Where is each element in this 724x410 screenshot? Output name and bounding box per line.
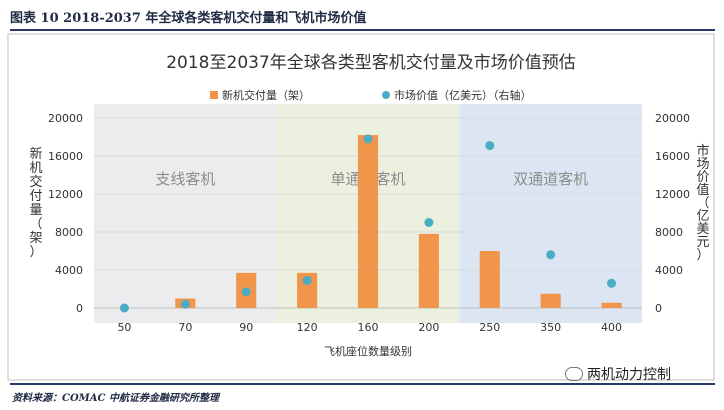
- watermark: 两机动力控制: [565, 364, 671, 384]
- x-tick-70: 70: [178, 321, 192, 334]
- y-tick-left-16000: 16000: [48, 150, 83, 163]
- axis-label-char: ）: [29, 245, 42, 260]
- legend-bar-label: 新机交付量（架）: [222, 88, 310, 102]
- bar-250: [479, 251, 500, 308]
- axis-label-char: （: [696, 196, 709, 211]
- wechat-icon: [565, 367, 583, 381]
- region-label-1: 支线客机: [155, 170, 215, 188]
- y-tick-left-12000: 12000: [48, 188, 83, 201]
- axis-label-char: 付: [29, 189, 42, 204]
- y-tick-right-12000: 12000: [655, 188, 690, 201]
- x-tick-400: 400: [601, 321, 622, 334]
- x-tick-120: 120: [297, 321, 318, 334]
- point-400: [607, 278, 617, 288]
- legend-point-label: 市场价值（亿美元）（右轴）: [394, 88, 532, 102]
- axis-label-char: （: [29, 217, 42, 232]
- bottom-rule: [10, 383, 715, 385]
- bar-400: [601, 302, 622, 308]
- y-tick-right-8000: 8000: [655, 226, 683, 239]
- axis-label-char: 市: [696, 143, 709, 159]
- chart-title: 2018至2037年全球各类型客机交付量及市场价值预估: [166, 53, 576, 73]
- y-tick-left-0: 0: [76, 302, 83, 315]
- x-tick-250: 250: [479, 321, 500, 334]
- legend: 新机交付量（架） 市场价值（亿美元）（右轴）: [210, 88, 532, 102]
- axis-label-char: 元: [696, 235, 709, 250]
- y-tick-left-4000: 4000: [55, 264, 83, 277]
- axis-label-char: 交: [29, 174, 42, 190]
- legend-bar-swatch: [210, 91, 218, 99]
- axis-label-char: 架: [29, 231, 42, 246]
- axis-label-char: 价: [696, 170, 709, 185]
- bar-350: [540, 293, 561, 308]
- watermark-text: 两机动力控制: [587, 367, 671, 383]
- axis-label-char: 新: [29, 146, 42, 162]
- axis-label-char: 量: [29, 203, 42, 218]
- bar-200: [418, 233, 439, 308]
- axis-label-char: 亿: [696, 209, 709, 224]
- x-tick-90: 90: [239, 321, 253, 334]
- region-label-3: 双通道客机: [513, 170, 588, 188]
- y-tick-right-16000: 16000: [655, 150, 690, 163]
- y-tick-right-0: 0: [655, 302, 662, 315]
- y-axis-label-left: 新机交付量（架）: [29, 146, 42, 260]
- axis-label-char: 美: [696, 222, 709, 237]
- y-tick-left-8000: 8000: [55, 226, 83, 239]
- axis-label-char: ）: [696, 248, 709, 263]
- point-120: [302, 275, 312, 285]
- x-axis-label: 飞机座位数量级别: [324, 344, 412, 358]
- point-250: [485, 141, 495, 151]
- y-tick-right-20000: 20000: [655, 112, 690, 125]
- x-tick-160: 160: [358, 321, 379, 334]
- point-90: [241, 287, 251, 297]
- x-tick-350: 350: [540, 321, 561, 334]
- bar-120: [297, 272, 318, 308]
- y-axis-label-right: 市场价值（亿美元）: [696, 143, 709, 263]
- point-200: [424, 218, 434, 227]
- x-tick-50: 50: [117, 321, 131, 334]
- point-70: [180, 299, 190, 309]
- point-350: [546, 250, 556, 260]
- y-tick-left-20000: 20000: [48, 112, 83, 125]
- axis-label-char: 场: [696, 157, 709, 172]
- x-tick-200: 200: [418, 321, 439, 334]
- axis-label-char: 机: [29, 161, 42, 176]
- figure-caption: 图表 10 2018-2037 年全球各类客机交付量和飞机市场价值: [10, 11, 367, 26]
- point-50: [119, 303, 129, 313]
- top-rule: [10, 29, 715, 31]
- y-tick-right-4000: 4000: [655, 264, 683, 277]
- source-note: 资料来源：COMAC 中航证券金融研究所整理: [12, 393, 219, 404]
- point-160: [363, 134, 373, 144]
- bar-160: [357, 135, 379, 308]
- legend-point-swatch: [382, 91, 390, 99]
- axis-label-char: 值: [696, 182, 709, 198]
